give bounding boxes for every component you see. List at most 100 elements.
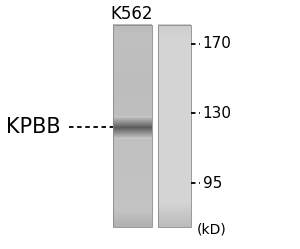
Bar xyxy=(158,198,190,199)
Bar xyxy=(112,180,152,181)
Bar xyxy=(158,170,190,172)
Bar xyxy=(112,46,152,48)
Bar xyxy=(158,134,190,136)
Bar xyxy=(158,86,190,87)
Bar xyxy=(158,120,190,122)
Bar xyxy=(112,87,152,88)
Bar xyxy=(112,61,152,62)
Bar xyxy=(112,173,152,175)
Bar xyxy=(158,123,190,125)
Bar xyxy=(158,88,190,89)
Bar xyxy=(112,146,152,148)
Bar xyxy=(158,125,190,127)
Bar xyxy=(158,128,190,130)
Bar xyxy=(158,25,190,27)
Bar xyxy=(158,35,190,37)
Bar xyxy=(112,162,152,164)
Bar xyxy=(158,58,190,59)
Bar xyxy=(112,205,152,206)
Bar xyxy=(112,181,152,182)
Bar xyxy=(158,174,190,176)
Bar xyxy=(112,176,152,177)
Bar xyxy=(158,44,190,46)
Bar xyxy=(158,129,190,131)
Bar xyxy=(112,66,152,68)
Bar xyxy=(112,98,152,100)
Bar xyxy=(112,65,152,67)
Bar xyxy=(112,148,152,150)
Text: 95: 95 xyxy=(202,176,222,190)
Bar xyxy=(158,31,190,33)
Bar xyxy=(112,187,152,189)
Bar xyxy=(112,111,152,113)
Bar xyxy=(158,176,190,177)
Bar xyxy=(158,103,190,105)
Bar xyxy=(112,48,152,50)
Bar xyxy=(112,140,152,142)
Bar xyxy=(112,221,152,223)
Bar xyxy=(158,178,190,179)
Bar xyxy=(158,210,190,211)
Bar xyxy=(112,36,152,38)
Bar xyxy=(158,131,190,133)
Bar xyxy=(112,161,152,163)
Bar xyxy=(158,93,190,94)
Bar xyxy=(112,32,152,34)
Bar xyxy=(158,164,190,166)
Bar xyxy=(158,156,190,158)
Bar xyxy=(158,69,190,71)
Bar xyxy=(112,200,152,201)
Bar xyxy=(112,64,152,66)
Bar xyxy=(158,83,190,84)
Bar xyxy=(112,218,152,220)
Bar xyxy=(112,171,152,173)
Bar xyxy=(158,46,190,48)
Bar xyxy=(158,36,190,38)
Bar xyxy=(112,206,152,207)
Bar xyxy=(158,172,190,174)
Bar xyxy=(158,100,190,102)
Bar xyxy=(112,96,152,98)
Bar xyxy=(112,219,152,221)
Bar xyxy=(112,177,152,178)
Bar xyxy=(158,139,190,141)
Bar xyxy=(112,71,152,73)
Bar xyxy=(112,63,152,65)
Bar xyxy=(158,56,190,57)
Bar xyxy=(158,223,190,225)
Bar xyxy=(112,158,152,160)
Bar xyxy=(158,197,190,198)
Bar xyxy=(112,178,152,179)
Bar xyxy=(112,50,152,52)
Bar xyxy=(158,79,190,80)
Bar xyxy=(112,37,152,39)
Bar xyxy=(158,196,190,197)
Bar xyxy=(158,47,190,49)
Bar xyxy=(158,222,190,224)
Bar xyxy=(158,26,190,28)
Bar xyxy=(158,209,190,210)
Bar xyxy=(158,25,190,227)
Bar xyxy=(112,33,152,35)
Bar xyxy=(112,216,152,218)
Bar xyxy=(112,141,152,143)
Bar xyxy=(112,129,152,131)
Bar xyxy=(112,79,152,80)
Bar xyxy=(158,119,190,121)
Bar xyxy=(158,40,190,42)
Bar xyxy=(112,150,152,152)
Bar xyxy=(112,154,152,156)
Bar xyxy=(158,72,190,74)
Bar xyxy=(158,30,190,32)
Bar xyxy=(158,78,190,79)
Bar xyxy=(112,116,152,118)
Bar xyxy=(158,33,190,35)
Bar xyxy=(158,92,190,93)
Bar xyxy=(112,103,152,105)
Bar xyxy=(112,119,152,121)
Bar xyxy=(158,200,190,201)
Bar xyxy=(112,193,152,195)
Bar xyxy=(112,29,152,31)
Bar xyxy=(158,104,190,106)
Bar xyxy=(158,124,190,126)
